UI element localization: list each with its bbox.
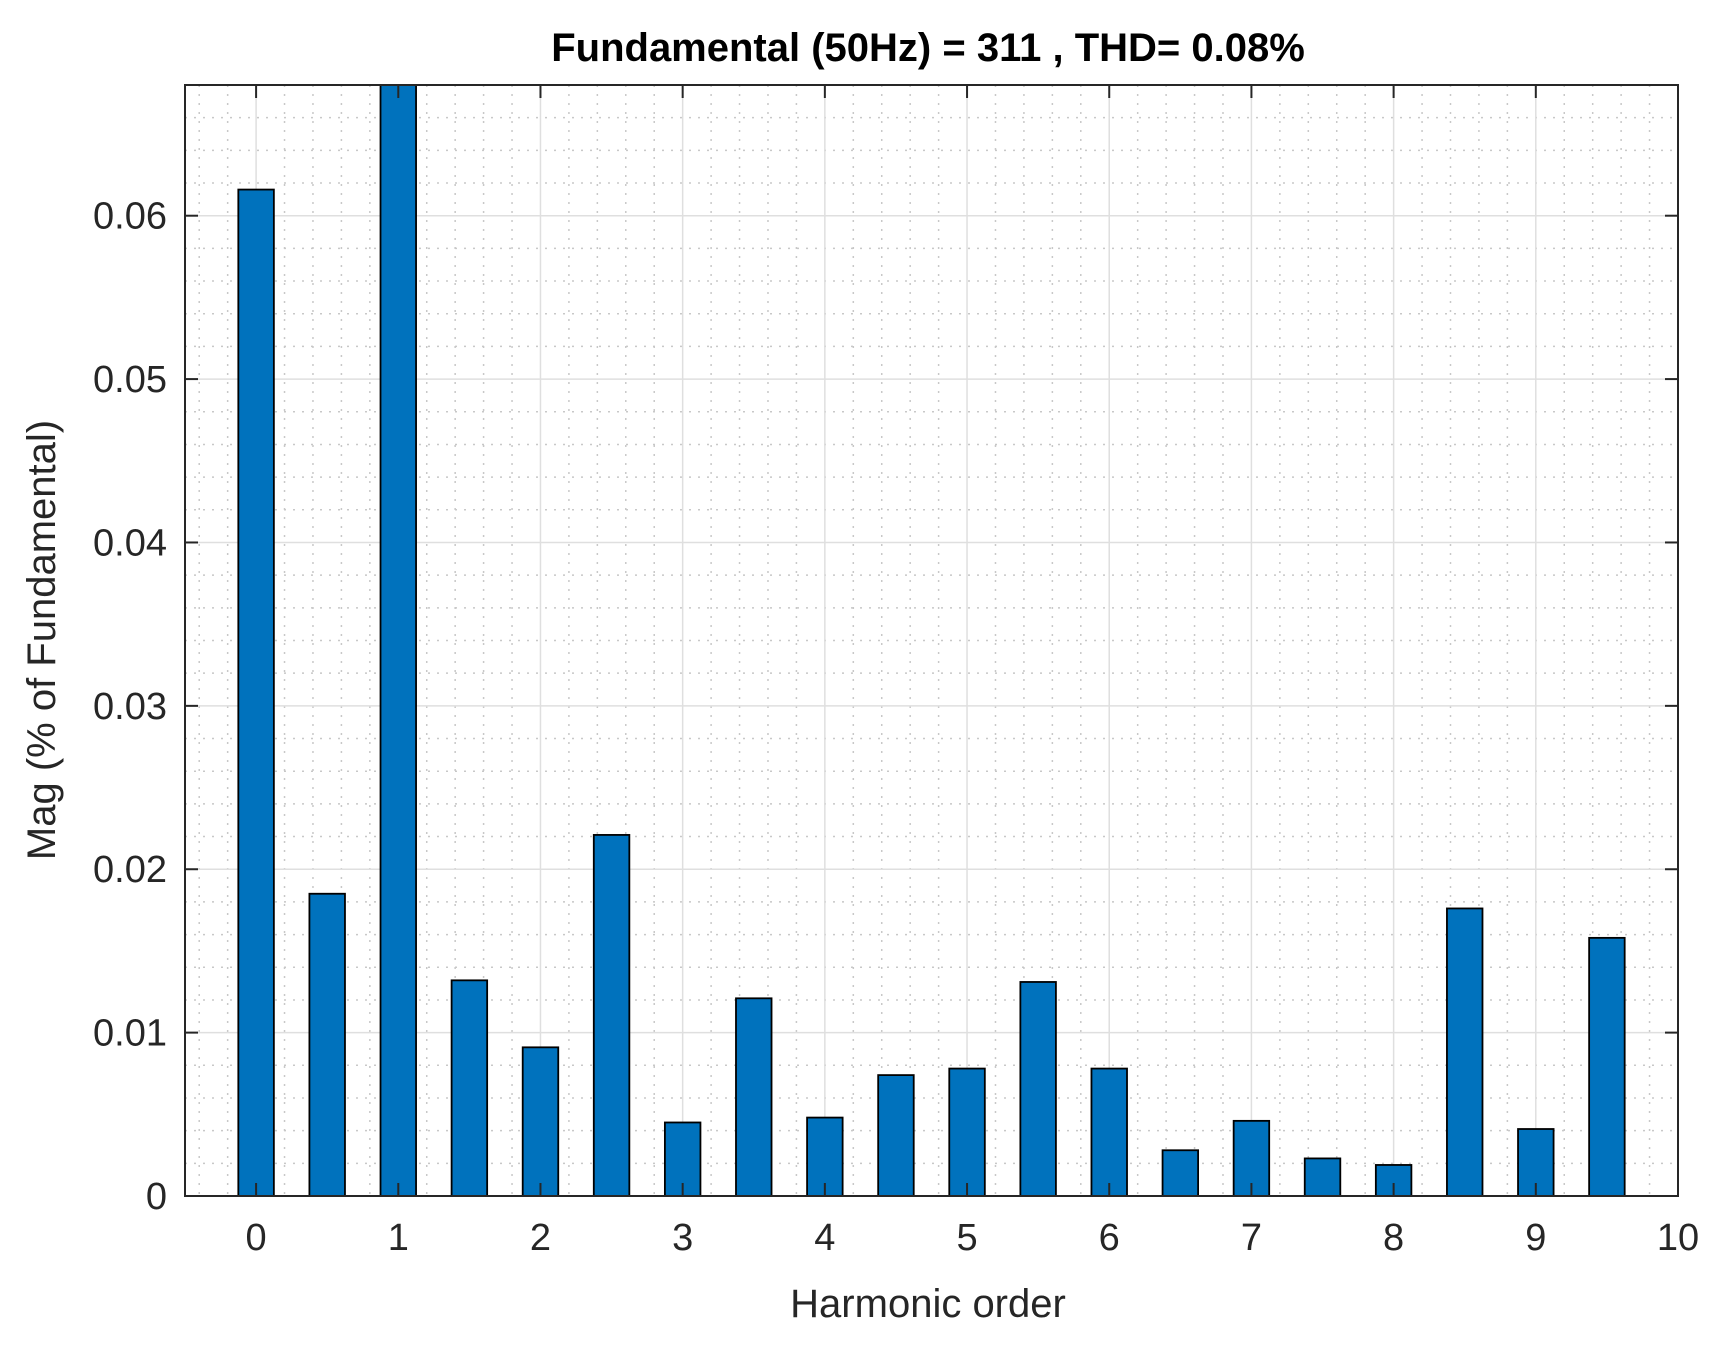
y-tick-label: 0.05	[93, 359, 167, 401]
bar-harmonic-9-5	[1588, 936, 1626, 1197]
y-tick-label: 0.06	[93, 196, 167, 238]
x-tick-label: 5	[956, 1217, 977, 1259]
x-tick-label: 6	[1099, 1217, 1120, 1259]
y-tick-label: 0.04	[93, 522, 167, 564]
y-tick-label: 0.01	[93, 1013, 167, 1055]
x-tick-label: 1	[388, 1217, 409, 1259]
bar-harmonic-3	[663, 1121, 702, 1197]
chart-title: Fundamental (50Hz) = 311 , THD= 0.08%	[551, 26, 1305, 70]
x-tick-label: 3	[672, 1217, 693, 1259]
axes	[184, 84, 1679, 1197]
y-tick-label: 0	[146, 1176, 167, 1218]
bar-harmonic-1-5	[450, 979, 489, 1197]
bar-harmonic-5	[948, 1067, 986, 1197]
bars	[237, 84, 1626, 1197]
x-tick-label: 9	[1525, 1217, 1546, 1259]
y-axis-label: Mag (% of Fundamental)	[20, 420, 64, 860]
bar-harmonic-2	[521, 1046, 560, 1197]
bar-harmonic-6	[1090, 1067, 1128, 1197]
bar-harmonic-7-5	[1303, 1157, 1342, 1197]
x-tick-label: 4	[814, 1217, 835, 1259]
bar-harmonic-3-5	[735, 997, 773, 1197]
bar-harmonic-1	[379, 84, 417, 1197]
bar-harmonic-2-5	[592, 834, 631, 1197]
y-tick-label: 0.02	[93, 849, 167, 891]
bar-harmonic-8-5	[1446, 907, 1484, 1197]
x-tick-label: 7	[1241, 1217, 1262, 1259]
y-tick-label: 0.03	[93, 686, 167, 728]
bar-harmonic-0-5	[308, 892, 346, 1197]
x-tick-label: 2	[530, 1217, 551, 1259]
x-tick-label: 0	[246, 1217, 267, 1259]
bar-harmonic-0	[237, 188, 275, 1197]
x-tick-label: 8	[1383, 1217, 1404, 1259]
bar-harmonic-5-5	[1019, 981, 1057, 1197]
tick-labels: 0 1 2 3 4 5 6 7 8 9 10 0 0.01 0.02 0.03 0.04 0.05 0.06	[93, 196, 1699, 1259]
axes-box	[184, 84, 1679, 1197]
bar-harmonic-6-5	[1161, 1149, 1200, 1197]
bar-harmonic-4-5	[877, 1074, 915, 1197]
x-tick-label: 10	[1657, 1217, 1699, 1259]
x-axis-label: Harmonic order	[790, 1282, 1066, 1326]
